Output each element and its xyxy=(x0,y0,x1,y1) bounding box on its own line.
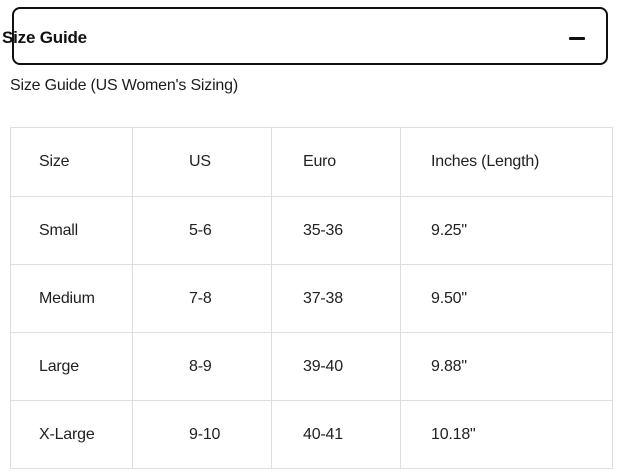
column-header-us: US xyxy=(132,127,272,197)
size-guide-accordion-toggle[interactable] xyxy=(12,7,608,65)
cell-size: X-Large xyxy=(10,400,133,469)
accordion-title: Size Guide xyxy=(2,28,87,47)
cell-us: 8-9 xyxy=(132,332,272,401)
cell-size: Large xyxy=(10,332,133,401)
cell-inches: 9.88" xyxy=(400,332,613,401)
cell-euro: 35-36 xyxy=(271,196,401,265)
cell-size: Medium xyxy=(10,264,133,333)
cell-inches: 9.50" xyxy=(400,264,613,333)
cell-us: 7-8 xyxy=(132,264,272,333)
cell-size: Small xyxy=(10,196,133,265)
column-header-inches: Inches (Length) xyxy=(400,127,613,197)
table-header-row: Size US Euro Inches (Length) xyxy=(10,127,613,197)
cell-inches: 10.18" xyxy=(400,400,613,469)
cell-inches: 9.25" xyxy=(400,196,613,265)
size-guide-subtitle: Size Guide (US Women's Sizing) xyxy=(10,77,238,94)
minus-icon xyxy=(569,37,585,40)
cell-euro: 39-40 xyxy=(271,332,401,401)
column-header-size: Size xyxy=(10,127,133,197)
table-row-small: Small 5-6 35-36 9.25" xyxy=(10,196,613,265)
table-row-x-large: X-Large 9-10 40-41 10.18" xyxy=(10,400,613,469)
cell-euro: 40-41 xyxy=(271,400,401,469)
cell-euro: 37-38 xyxy=(271,264,401,333)
column-header-euro: Euro xyxy=(271,127,401,197)
cell-us: 5-6 xyxy=(132,196,272,265)
cell-us: 9-10 xyxy=(132,400,272,469)
table-row-medium: Medium 7-8 37-38 9.50" xyxy=(10,264,613,333)
size-guide-table: Size US Euro Inches (Length) Small 5-6 3… xyxy=(10,127,613,469)
table-row-large: Large 8-9 39-40 9.88" xyxy=(10,332,613,401)
